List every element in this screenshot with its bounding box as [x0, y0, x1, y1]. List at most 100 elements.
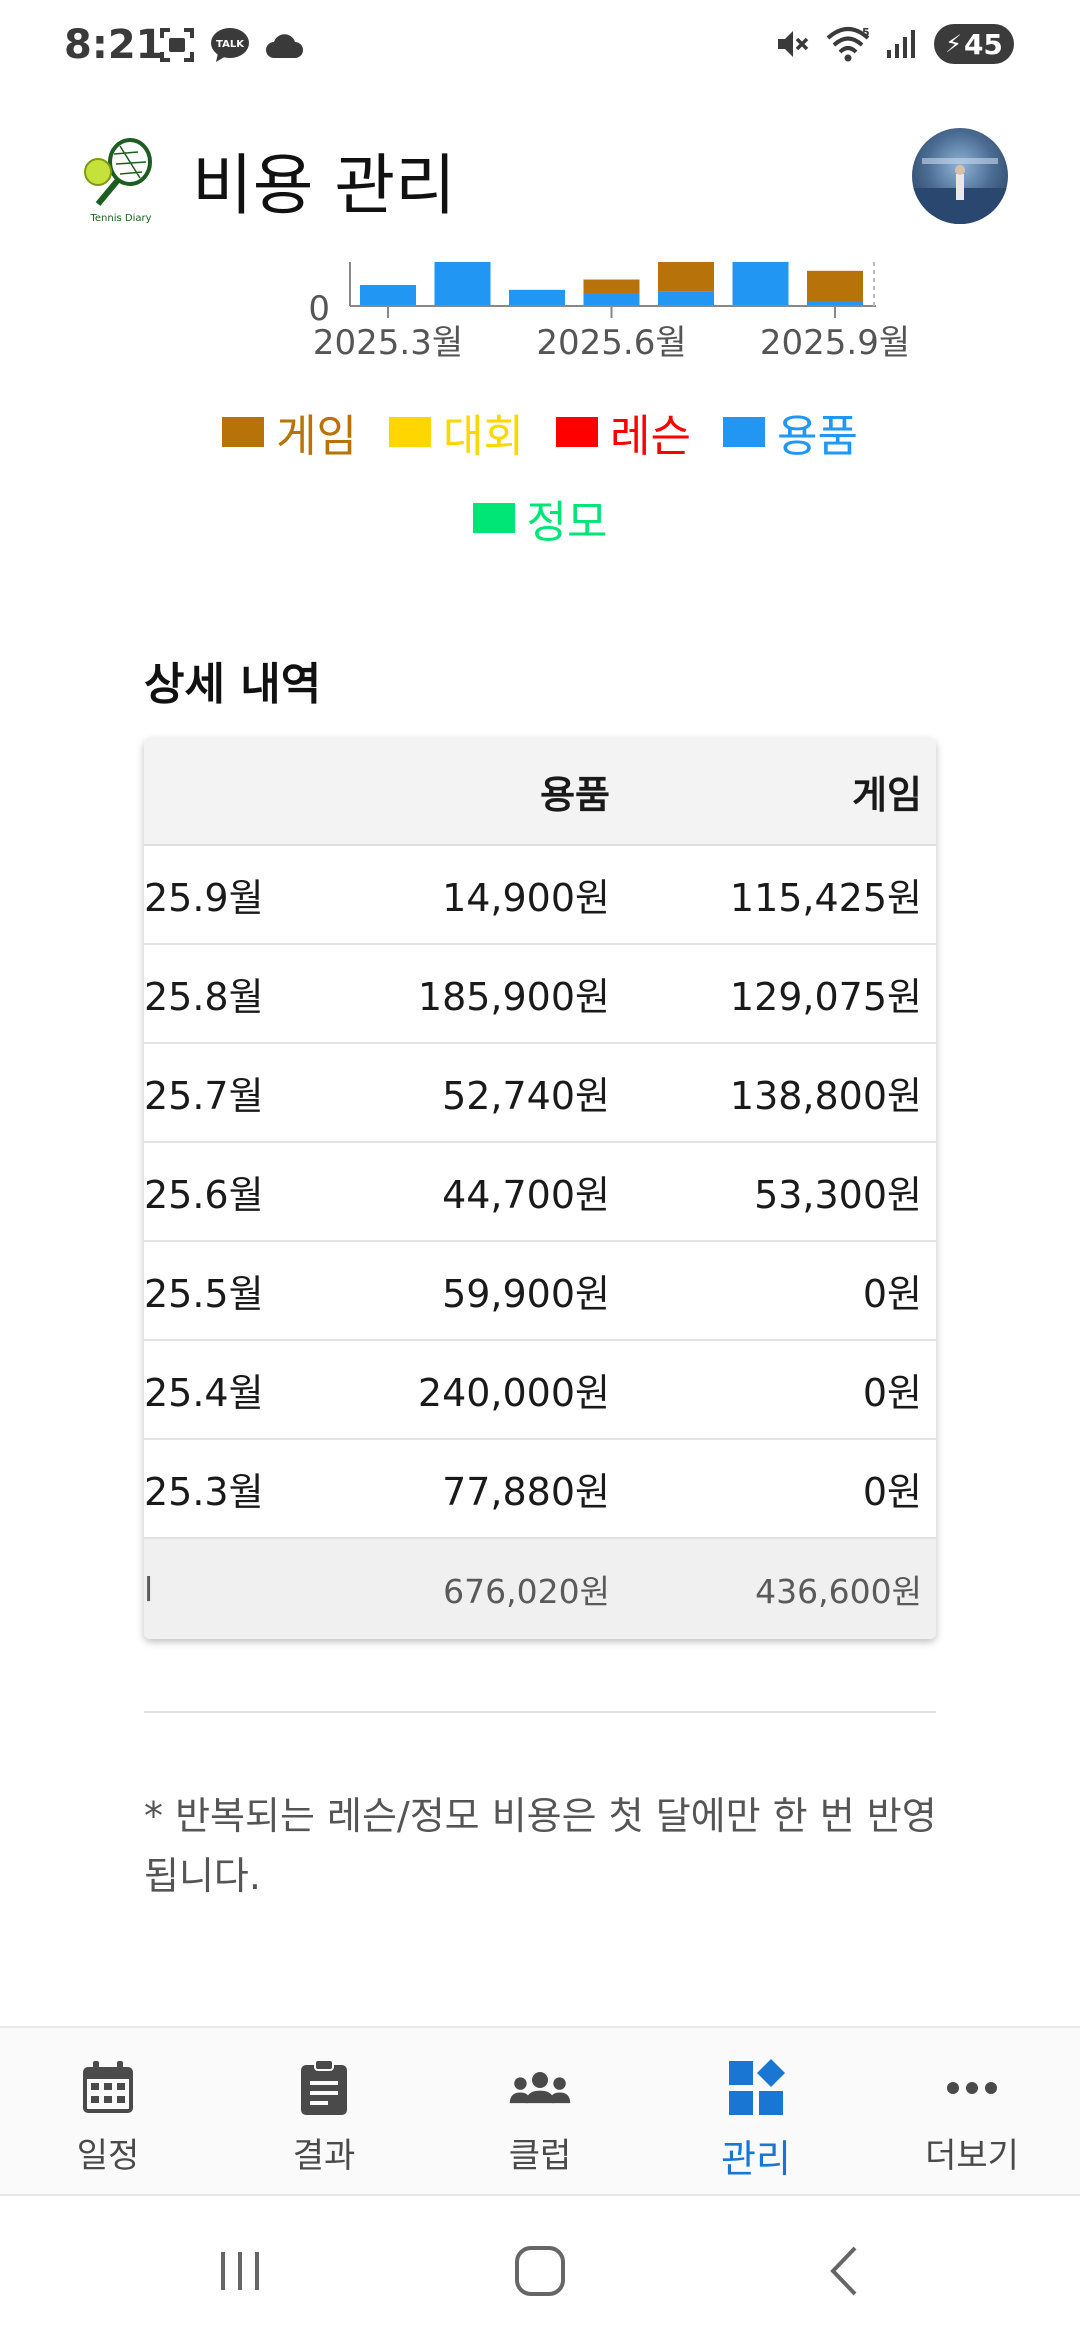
total-gear: 676,020원 [443, 1572, 610, 1611]
table-total-row: l 676,020원 436,600원 [144, 1539, 936, 1639]
row-game: 0원 [862, 1470, 922, 1514]
table-row: 25.8월 185,900원 129,075원 [144, 945, 936, 1044]
table-row: 25.5월 59,900원 0원 [144, 1242, 936, 1341]
table-body: 25.9월 14,900원 115,425원 25.8월 185,900원 129,075… [144, 846, 936, 1539]
row-gear: 14,900원 [442, 876, 610, 920]
divider [144, 1711, 936, 1713]
chart-bar [807, 301, 863, 306]
nav-item-results[interactable]: 결과 [216, 2028, 432, 2194]
row-gear: 59,900원 [442, 1272, 610, 1316]
footnote: * 반복되는 레슨/정모 비용은 첫 달에만 한 번 반영됩니다. [144, 1794, 937, 1898]
system-nav-bar [0, 2196, 1080, 2340]
bottom-nav: 일정 결과 클럽 [0, 2026, 1080, 2196]
legend-swatch [472, 503, 515, 533]
row-month: 25.5월 [144, 1272, 264, 1316]
expense-chart: 0 2025.3월 2025.6월 2025.9월 [0, 250, 1080, 370]
row-month: 25.8월 [144, 975, 264, 1019]
row-month: 25.4월 [144, 1371, 264, 1415]
talk-icon: TALK [211, 28, 249, 62]
calendar-icon [76, 2056, 140, 2120]
legend-item[interactable]: 정모 [472, 486, 607, 550]
legend-item[interactable]: 대회 [389, 400, 524, 464]
x-tick-label: 2025.9월 [760, 323, 910, 363]
nav-item-club[interactable]: 클럽 [432, 2028, 648, 2194]
dashboard-icon [724, 2056, 788, 2120]
legend-item[interactable]: 게임 [222, 400, 357, 464]
table-header: 용품 게임 [144, 738, 936, 846]
table-row: 25.4월 240,000원 0원 [144, 1341, 936, 1440]
app-header: Tennis Diary 비용 관리 [0, 120, 1080, 230]
nav-item-schedule[interactable]: 일정 [0, 2028, 216, 2194]
screenshot-icon [160, 28, 194, 62]
wifi-badge: 5 [862, 26, 870, 39]
y-tick-label: 0 [308, 289, 330, 329]
status-bar: 8:21 TALK 5 [0, 0, 1080, 96]
chart-bar [509, 289, 565, 306]
total-game: 436,600원 [755, 1572, 922, 1611]
avatar[interactable] [912, 128, 1008, 224]
talk-badge: TALK [216, 39, 245, 50]
legend-swatch [722, 417, 765, 447]
legend-label: 용품 [776, 411, 858, 462]
row-gear: 52,740원 [442, 1074, 610, 1118]
back-icon [830, 2246, 857, 2296]
row-game: 138,800원 [729, 1074, 922, 1118]
chart-bar [658, 291, 714, 306]
row-game: 53,300원 [754, 1173, 922, 1217]
home-icon [515, 2246, 565, 2296]
table-row: 25.3월 77,880원 0원 [144, 1440, 936, 1539]
mute-icon [778, 31, 809, 57]
cloud-icon [266, 34, 303, 58]
back-button[interactable] [804, 2236, 884, 2306]
row-game: 129,075원 [729, 975, 922, 1019]
nav-label: 일정 [76, 2136, 140, 2176]
app-logo[interactable]: Tennis Diary [76, 134, 166, 224]
nav-label: 결과 [292, 2136, 356, 2176]
nav-label: 관리 [721, 2137, 791, 2181]
more-icon [940, 2056, 1004, 2120]
column-header-gear[interactable]: 용품 [540, 772, 610, 817]
legend-item[interactable]: 레슨 [556, 400, 691, 464]
group-icon [508, 2056, 572, 2120]
x-tick-label: 2025.3월 [313, 323, 463, 363]
home-button[interactable] [500, 2236, 580, 2306]
table-row: 25.7월 52,740원 138,800원 [144, 1044, 936, 1143]
nav-item-manage[interactable]: 관리 [648, 2028, 864, 2194]
chart-bar [434, 262, 491, 306]
logo-text: Tennis Diary [89, 213, 151, 224]
legend-label: 대회 [443, 411, 524, 462]
chart-bar [583, 293, 640, 306]
tennis-racket-icon: Tennis Diary [84, 138, 152, 224]
chart-bar [360, 284, 416, 306]
legend-item[interactable]: 용품 [722, 400, 858, 464]
row-gear: 185,900원 [417, 975, 610, 1019]
legend-label: 레슨 [610, 411, 691, 462]
nav-label: 더보기 [925, 2136, 1019, 2176]
nav-label: 클럽 [508, 2136, 572, 2176]
legend-label: 게임 [276, 411, 358, 462]
clipboard-icon [292, 2056, 356, 2120]
legend-swatch [222, 417, 265, 447]
row-month: 25.6월 [144, 1173, 264, 1217]
total-label: l [144, 1569, 154, 1609]
wifi-icon: 5 [826, 26, 870, 62]
status-left-icons: TALK [158, 26, 304, 64]
row-month: 25.9월 [144, 876, 264, 920]
chart-bar [732, 262, 789, 306]
column-header-game[interactable]: 게임 [852, 772, 922, 817]
signal-icon [887, 30, 915, 58]
chart-bar [807, 270, 863, 302]
row-gear: 240,000원 [417, 1371, 610, 1415]
row-gear: 44,700원 [442, 1173, 610, 1217]
legend-swatch [389, 417, 432, 447]
details-table: 용품 게임 25.9월 14,900원 115,425원 25.8월 185,900원 1… [144, 738, 936, 1639]
nav-item-more[interactable]: 더보기 [864, 2028, 1080, 2194]
battery-icon: ⚡ 45 [934, 24, 1014, 64]
recent-apps-button[interactable] [200, 2236, 280, 2306]
table-row: 25.6월 44,700원 53,300원 [144, 1143, 936, 1242]
bolt-icon: ⚡ [945, 30, 962, 58]
row-month: 25.7월 [144, 1074, 264, 1118]
chart-bar [583, 279, 640, 294]
battery-level: 45 [963, 27, 1003, 61]
legend-row: 게임 대회 레슨 용품 [0, 400, 1080, 464]
